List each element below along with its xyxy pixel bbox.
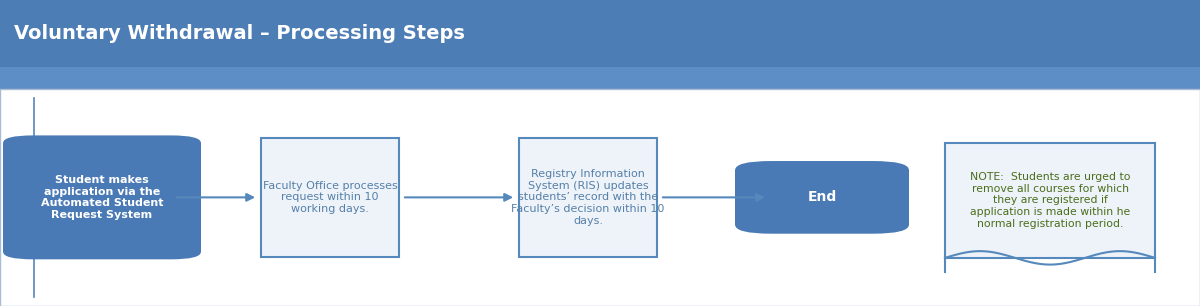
Text: End: End [808,190,836,204]
FancyBboxPatch shape [262,138,398,257]
FancyBboxPatch shape [946,143,1154,258]
Text: Voluntary Withdrawal – Processing Steps: Voluntary Withdrawal – Processing Steps [14,24,466,43]
FancyBboxPatch shape [4,135,202,259]
Text: Student makes
application via the
Automated Student
Request System: Student makes application via the Automa… [41,175,163,220]
FancyBboxPatch shape [0,0,1200,67]
Text: Faculty Office processes
request within 10
working days.: Faculty Office processes request within … [263,181,397,214]
FancyBboxPatch shape [734,161,910,234]
FancyBboxPatch shape [0,67,1200,89]
FancyBboxPatch shape [520,138,658,257]
Text: NOTE:  Students are urged to
remove all courses for which
they are registered if: NOTE: Students are urged to remove all c… [970,172,1130,229]
Text: Registry Information
System (RIS) updates
students’ record with the
Faculty’s de: Registry Information System (RIS) update… [511,169,665,226]
FancyBboxPatch shape [0,89,1200,306]
